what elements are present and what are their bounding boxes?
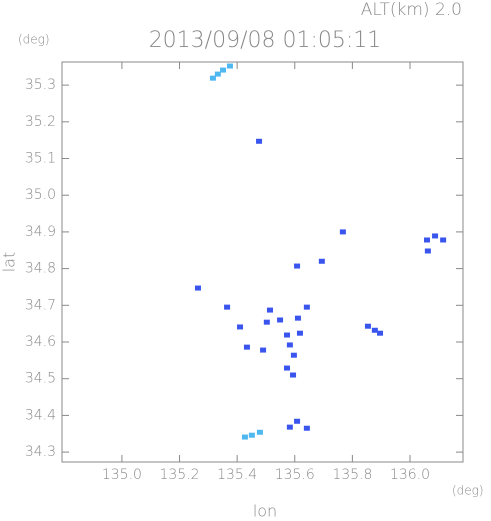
y-tick-label: 34.4 xyxy=(25,407,56,423)
echo-point xyxy=(256,429,263,435)
echo-point xyxy=(296,330,303,336)
echo-point xyxy=(237,324,244,330)
echo-point xyxy=(260,347,267,353)
x-tick-label: 135.6 xyxy=(275,467,315,483)
x-tick-label: 135.8 xyxy=(332,467,372,483)
echo-point xyxy=(224,304,231,310)
echo-point xyxy=(194,285,201,291)
y-tick-label: 34.9 xyxy=(25,224,56,240)
plot-frame xyxy=(61,61,464,463)
chart-title: 2013/09/08 01:05:11 xyxy=(149,28,382,53)
echo-point xyxy=(241,434,248,440)
echo-point xyxy=(432,233,439,239)
echo-point xyxy=(303,304,310,310)
echo-point xyxy=(286,342,293,348)
echo-point xyxy=(243,344,250,350)
echo-point xyxy=(440,237,447,243)
y-tick-label: 35.3 xyxy=(25,77,56,93)
y-tick-label: 35.0 xyxy=(25,187,56,203)
echo-point xyxy=(214,71,221,77)
echo-point xyxy=(256,138,263,144)
y-tick-label: 34.7 xyxy=(25,297,56,313)
x-tick-label: 135.4 xyxy=(217,467,257,483)
echo-point xyxy=(290,372,297,378)
y-unit: (deg) xyxy=(18,33,50,47)
echo-point xyxy=(339,229,346,235)
echo-point xyxy=(294,418,301,424)
echo-point xyxy=(286,424,293,430)
y-tick-label: 34.3 xyxy=(25,444,56,460)
x-tick-label: 135.0 xyxy=(102,467,142,483)
y-tick-label: 34.8 xyxy=(25,261,56,277)
y-tick-label: 35.1 xyxy=(25,151,56,167)
echo-point xyxy=(283,365,290,371)
echo-point xyxy=(377,330,384,336)
echo-point xyxy=(226,63,233,69)
echo-point xyxy=(277,317,284,323)
y-tick-label: 34.6 xyxy=(25,334,56,350)
echo-point xyxy=(283,332,290,338)
echo-point xyxy=(220,67,227,73)
y-axis-label: lat xyxy=(0,252,19,273)
echo-point xyxy=(248,432,255,438)
echo-point xyxy=(209,75,216,81)
echo-point xyxy=(294,263,301,269)
y-tick-label: 34.5 xyxy=(25,371,56,387)
echo-point xyxy=(263,319,270,325)
echo-point xyxy=(294,315,301,321)
x-tick-label: 136.0 xyxy=(390,467,430,483)
echo-point xyxy=(424,248,431,254)
x-unit: (deg) xyxy=(452,484,484,498)
x-tick-label: 135.2 xyxy=(159,467,199,483)
echo-point xyxy=(318,258,325,264)
echo-point xyxy=(364,323,371,329)
y-tick-label: 35.2 xyxy=(25,114,56,130)
echo-point xyxy=(290,352,297,358)
echo-point xyxy=(371,327,378,333)
echo-point xyxy=(423,237,430,243)
echo-point xyxy=(303,425,310,431)
alt-label: ALT(km) 2.0 xyxy=(361,0,462,20)
echo-point xyxy=(266,307,273,313)
x-axis-label: lon xyxy=(253,502,277,521)
